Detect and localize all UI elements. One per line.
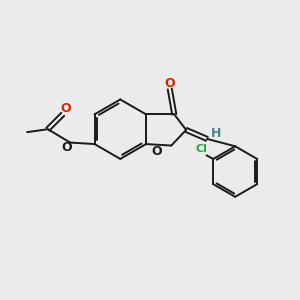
Text: H: H — [211, 127, 222, 140]
Text: O: O — [61, 141, 72, 154]
Text: O: O — [152, 145, 163, 158]
Text: Cl: Cl — [196, 144, 207, 154]
Text: O: O — [60, 103, 71, 116]
Text: O: O — [164, 77, 175, 90]
